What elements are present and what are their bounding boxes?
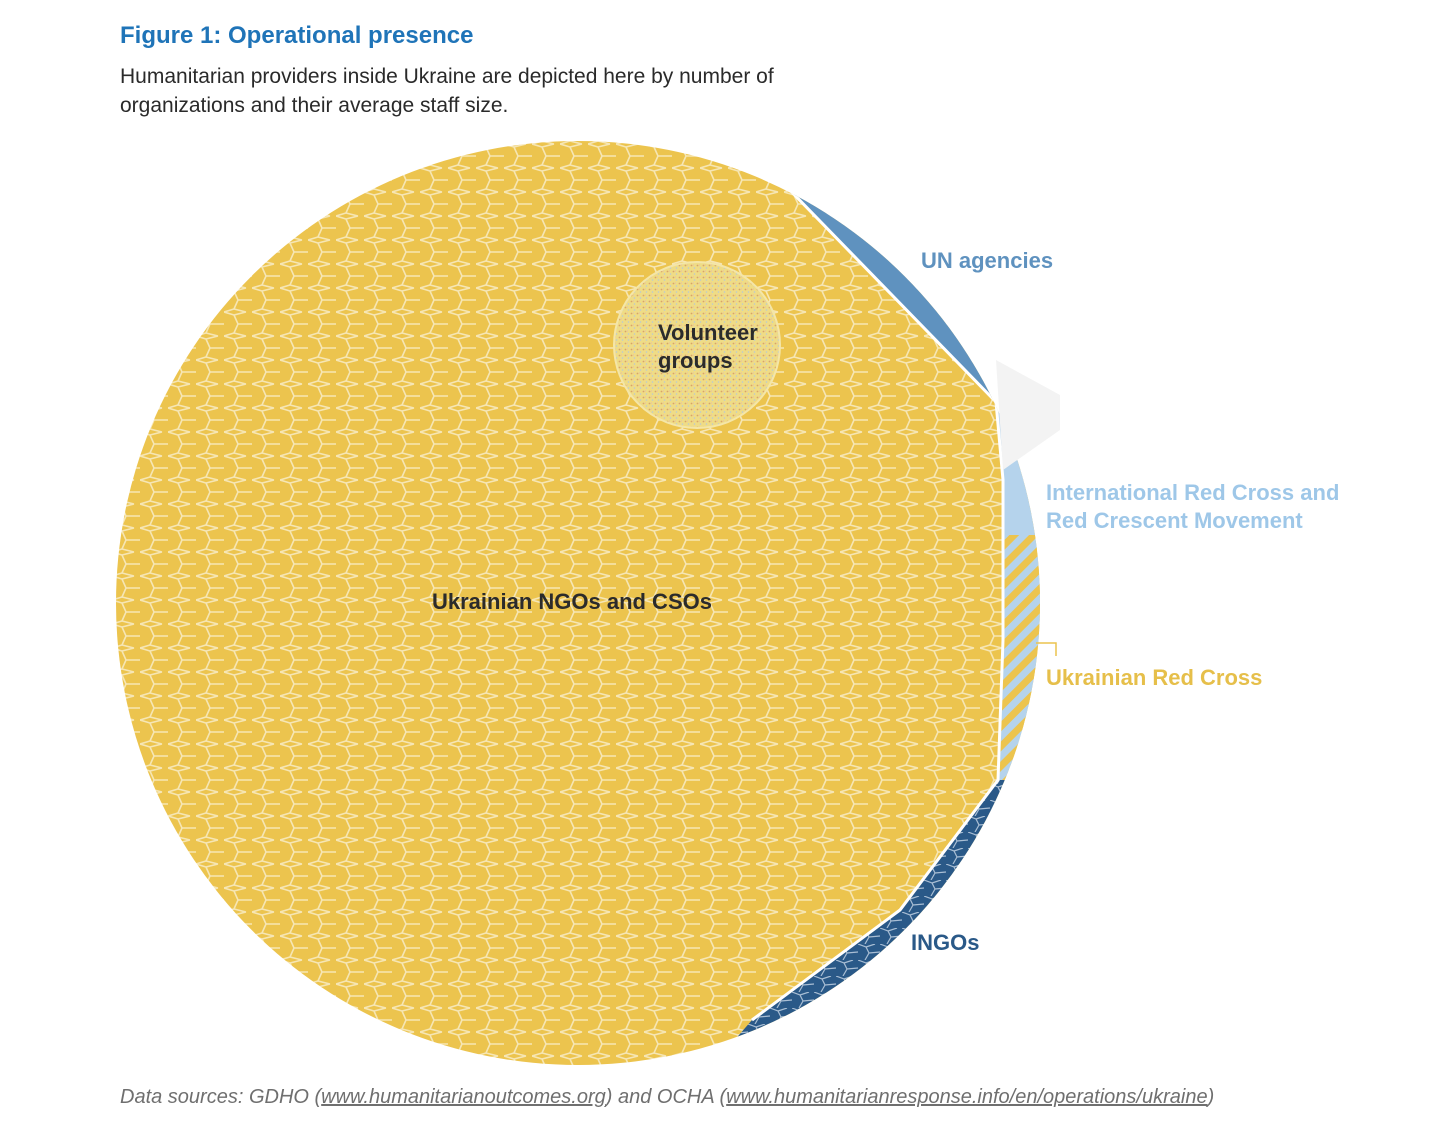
label-icrc: International Red Cross and Red Crescent… [1046, 480, 1339, 533]
label-volunteer: Volunteer groups [658, 320, 758, 373]
leader-area-un [996, 360, 1060, 470]
label-ingo: INGOs [911, 930, 979, 955]
label-urc: Ukrainian Red Cross [1046, 665, 1262, 690]
label-un: UN agencies [921, 248, 1053, 273]
figure-subtitle: Humanitarian providers inside Ukraine ar… [120, 65, 774, 117]
region-volunteer [613, 261, 781, 429]
region-urc [998, 535, 1040, 780]
label-volunteer-line2: groups [658, 348, 733, 373]
source-link-gdho[interactable]: www.humanitarianoutcomes.org [321, 1086, 606, 1108]
label-icrc-line2: Red Crescent Movement [1046, 508, 1303, 533]
label-ngo: Ukrainian NGOs and CSOs [432, 589, 712, 614]
label-icrc-line1: International Red Cross and [1046, 480, 1339, 505]
data-source-note: Data sources: GDHO (www.humanitarianoutc… [120, 1086, 1214, 1109]
leader-line-urc [1036, 642, 1057, 656]
source-prefix: Data sources: GDHO ( [120, 1086, 322, 1108]
source-suffix: ) [1207, 1086, 1215, 1108]
figure-title: Figure 1: Operational presence [120, 22, 474, 49]
region-ngo [116, 141, 1040, 1065]
label-volunteer-line1: Volunteer [658, 320, 758, 345]
source-middle: ) and OCHA ( [605, 1086, 727, 1108]
source-link-ocha[interactable]: www.humanitarianresponse.info/en/operati… [726, 1086, 1208, 1108]
